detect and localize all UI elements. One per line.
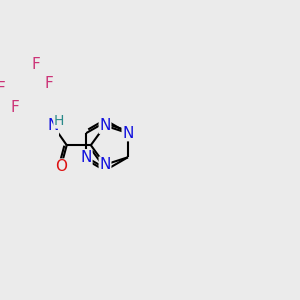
Text: N: N bbox=[47, 118, 58, 133]
Text: F: F bbox=[0, 80, 6, 95]
Text: N: N bbox=[99, 157, 111, 172]
Text: F: F bbox=[31, 57, 40, 72]
Text: F: F bbox=[45, 76, 54, 91]
Text: N: N bbox=[80, 150, 92, 165]
Text: N: N bbox=[122, 126, 134, 141]
Text: N: N bbox=[99, 118, 111, 133]
Text: F: F bbox=[11, 100, 20, 115]
Text: H: H bbox=[54, 114, 64, 128]
Text: O: O bbox=[55, 159, 67, 174]
